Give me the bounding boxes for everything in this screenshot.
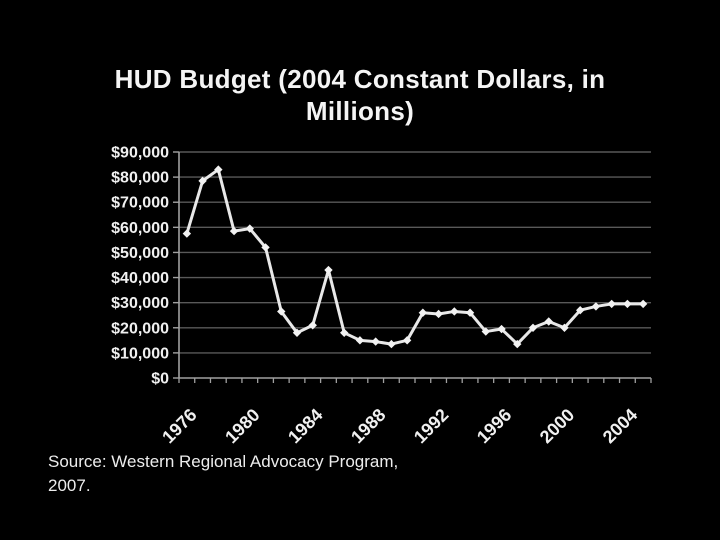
data-point-marker [340, 328, 349, 337]
data-point-marker [560, 323, 569, 332]
data-point-marker [576, 306, 585, 315]
y-axis-label: $10,000 [111, 345, 169, 362]
data-point-marker [544, 317, 553, 326]
data-point-marker [229, 226, 239, 236]
data-point-marker [434, 309, 443, 319]
source-caption: Source: Western Regional Advocacy Progra… [48, 450, 398, 498]
y-axis-label: $70,000 [111, 195, 169, 212]
chart-title: HUD Budget (2004 Constant Dollars, in Mil… [98, 63, 622, 127]
x-axis-label: 1984 [284, 405, 326, 447]
x-axis-label: 1992 [410, 405, 452, 447]
data-point-marker [182, 229, 192, 238]
data-point-marker [324, 265, 333, 275]
y-axis-label: $80,000 [111, 170, 169, 187]
source-caption-line1: Source: Western Regional Advocacy Progra… [48, 452, 399, 471]
y-axis-label: $20,000 [111, 320, 169, 337]
data-point-marker [591, 302, 601, 311]
data-point-marker [481, 327, 490, 336]
x-axis-label: 1976 [158, 405, 200, 447]
y-axis-label: $0 [151, 371, 169, 388]
source-caption-line2: 2007. [48, 476, 91, 495]
data-point-marker [497, 324, 506, 334]
y-axis-label: $90,000 [111, 145, 169, 162]
x-axis-label: 2000 [536, 405, 578, 447]
data-point-marker [465, 308, 475, 317]
y-axis-label: $40,000 [111, 270, 169, 287]
data-point-marker [418, 308, 428, 317]
budget-line [185, 168, 645, 346]
data-point-marker [513, 339, 522, 349]
data-point-marker [214, 165, 223, 174]
data-point-marker [355, 336, 365, 345]
data-point-marker [198, 176, 207, 186]
data-point-marker [638, 299, 648, 309]
data-point-marker [450, 307, 459, 316]
x-axis-label: 1988 [347, 405, 389, 447]
x-axis-label: 1996 [473, 405, 515, 447]
y-axis-label: $30,000 [111, 295, 169, 312]
y-axis-label: $60,000 [111, 220, 169, 237]
chart-title-line1: HUD Budget (2004 Constant Dollars, in [114, 64, 606, 94]
data-point-marker [528, 323, 538, 332]
data-point-marker [402, 336, 412, 345]
data-point-marker [387, 339, 396, 349]
x-axis-label: 1980 [221, 405, 263, 447]
data-point-marker [623, 299, 632, 309]
data-point-marker [308, 321, 317, 330]
y-axis-label: $50,000 [111, 245, 169, 262]
chart-title-line2: Millions) [305, 96, 415, 126]
data-point-marker [371, 337, 380, 346]
data-point-marker [607, 299, 616, 309]
data-point-marker [277, 307, 286, 316]
data-point-marker [245, 224, 254, 233]
x-axis-label: 2004 [599, 405, 641, 447]
data-point-marker [261, 243, 270, 252]
data-point-marker [292, 328, 302, 337]
